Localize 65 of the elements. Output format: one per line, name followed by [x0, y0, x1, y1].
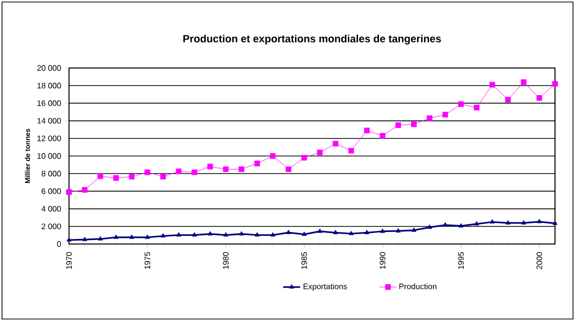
point: [128, 174, 135, 180]
point: [380, 132, 386, 139]
point: [98, 173, 104, 180]
point: [160, 233, 166, 238]
point: [364, 230, 370, 234]
point: [332, 140, 338, 146]
point: [98, 236, 103, 240]
point: [176, 168, 182, 174]
point: [192, 169, 198, 176]
point: [520, 79, 526, 85]
point: [427, 224, 432, 229]
point: [458, 101, 464, 107]
point: [144, 169, 150, 176]
point: [66, 189, 72, 195]
point: [442, 112, 448, 118]
point: [317, 228, 322, 233]
point: [380, 228, 386, 233]
point: [505, 96, 511, 102]
point: [536, 95, 542, 101]
point: [286, 230, 291, 234]
point: [286, 166, 292, 172]
point: [426, 115, 432, 121]
point: [317, 150, 323, 156]
point: [396, 228, 401, 232]
point: [348, 230, 354, 236]
point: [254, 160, 260, 166]
point: [113, 175, 119, 181]
point: [490, 219, 495, 224]
point: [411, 227, 416, 232]
point: [66, 237, 72, 242]
point: [521, 220, 526, 224]
point: [270, 232, 276, 237]
point: [536, 218, 542, 224]
point: [254, 232, 260, 237]
point: [333, 230, 338, 234]
point: [442, 222, 448, 226]
point: [82, 236, 88, 242]
point: [552, 81, 558, 87]
chart-title: Production et exportations mondiales de tangerines: [183, 34, 441, 45]
point: [348, 148, 354, 154]
point: [144, 234, 150, 239]
point: [474, 104, 480, 110]
point: [395, 122, 402, 128]
point: [458, 223, 464, 228]
point: [364, 128, 370, 134]
point: [489, 82, 496, 88]
point: [114, 234, 118, 239]
point: [552, 220, 558, 225]
point: [192, 232, 197, 237]
point: [270, 153, 276, 159]
point: [238, 166, 244, 172]
point: [208, 231, 213, 236]
point: [129, 234, 134, 239]
point: [222, 166, 229, 172]
point: [506, 220, 510, 224]
point: [411, 122, 417, 128]
point: [239, 231, 244, 236]
point: [474, 221, 480, 226]
point: [207, 164, 213, 170]
point: [302, 232, 307, 236]
point: [301, 154, 307, 161]
point: [82, 187, 88, 193]
point: [223, 232, 228, 237]
point: [160, 174, 166, 180]
point: [176, 232, 182, 237]
